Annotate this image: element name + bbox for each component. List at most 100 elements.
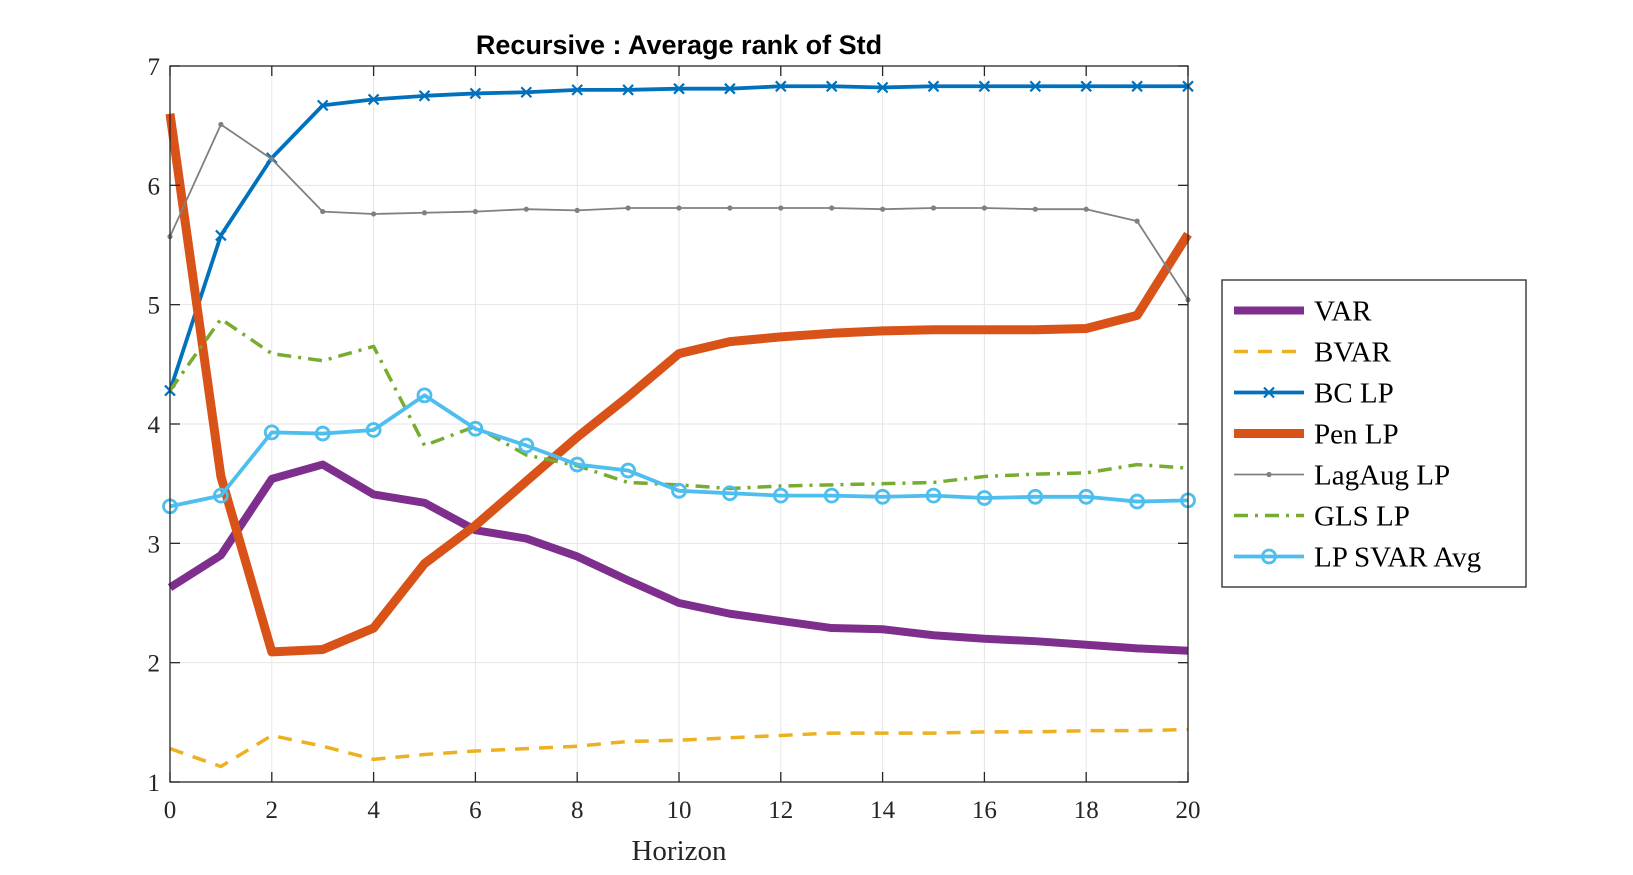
data-point-lagaug-lp — [829, 205, 835, 211]
y-tick-label: 1 — [148, 770, 161, 797]
data-point-lp-svar-avg — [1078, 488, 1095, 505]
x-tick-label: 14 — [870, 797, 896, 824]
x-marker-stroke — [876, 81, 889, 94]
legend-label-bc-lp: BC LP — [1314, 378, 1394, 410]
data-point-lp-svar-avg — [925, 487, 942, 504]
x-tick-label: 18 — [1074, 797, 1099, 824]
y-tick-label: 3 — [148, 531, 161, 558]
data-point-lp-svar-avg — [976, 490, 993, 506]
data-point-bc-lp — [520, 86, 533, 99]
x-marker-stroke — [927, 80, 940, 93]
data-point-lagaug-lp — [778, 205, 784, 211]
legend-entry-lagaug-lp: LagAug LP — [1234, 460, 1450, 492]
x-tick-label: 4 — [367, 797, 380, 824]
x-tick-label: 10 — [667, 797, 692, 824]
x-marker-stroke — [978, 80, 991, 93]
x-marker-stroke — [469, 87, 482, 100]
legend-label-bvar: BVAR — [1314, 337, 1391, 369]
grid — [169, 65, 1189, 783]
data-point-lagaug-lp — [930, 205, 937, 211]
data-point-lagaug-lp — [880, 206, 886, 212]
data-point-bc-lp — [215, 229, 227, 242]
legend-entry-gls-lp: GLS LP — [1234, 501, 1410, 533]
data-point-lp-svar-avg — [518, 437, 535, 454]
data-point-lagaug-lp — [1134, 218, 1140, 224]
data-point-bc-lp — [927, 80, 940, 93]
data-point-lagaug-lp — [371, 211, 377, 217]
series-line-pen-lp — [165, 113, 1192, 657]
data-point-bc-lp — [825, 80, 838, 93]
data-point-bc-lp — [978, 80, 991, 93]
data-point-lagaug-lp — [1083, 206, 1089, 212]
x-tick-label: 20 — [1176, 797, 1201, 824]
legend-entry-bvar: BVAR — [1234, 337, 1391, 369]
x-axis-label: Horizon — [631, 835, 727, 867]
data-point-lp-svar-avg — [365, 422, 382, 438]
x-marker-stroke — [1263, 386, 1275, 399]
x-tick-label: 6 — [469, 797, 482, 824]
data-point-bc-lp — [1029, 80, 1042, 93]
data-point-bc-lp — [876, 81, 889, 94]
x-tick-label: 16 — [972, 797, 997, 824]
legend-label-gls-lp: GLS LP — [1314, 501, 1410, 533]
x-tick-label: 2 — [266, 797, 279, 824]
y-tick-label: 6 — [148, 173, 161, 200]
data-point-lp-svar-avg — [416, 387, 433, 404]
y-tick-label: 7 — [148, 54, 161, 81]
data-point-lagaug-lp — [1032, 206, 1038, 212]
data-point-lp-svar-avg — [823, 487, 840, 504]
y-tick-label: 5 — [148, 293, 161, 320]
data-point-lp-svar-avg — [722, 485, 738, 502]
legend-marker-lagaug-lp — [1266, 471, 1272, 478]
data-point-lp-svar-avg — [772, 487, 789, 504]
series-line-var — [167, 460, 1189, 655]
legend-label-lp-svar-avg: LP SVAR Avg — [1314, 542, 1481, 574]
data-point-lp-svar-avg — [1129, 493, 1145, 510]
x-marker-stroke — [673, 82, 685, 95]
data-point-bc-lp — [1080, 80, 1092, 93]
series-lagaug-lp — [167, 121, 1191, 303]
legend-label-lagaug-lp: LagAug LP — [1314, 460, 1450, 492]
data-point-lagaug-lp — [625, 205, 631, 211]
x-marker-stroke — [1080, 80, 1092, 93]
x-marker-stroke — [418, 90, 431, 102]
series-line-lp-svar-avg — [169, 393, 1189, 509]
x-marker-stroke — [622, 84, 634, 96]
data-point-lagaug-lp — [472, 208, 478, 215]
data-point-bc-lp — [622, 84, 634, 96]
x-marker-stroke — [775, 80, 787, 93]
x-marker-stroke — [367, 93, 380, 106]
legend-label-pen-lp: Pen LP — [1314, 419, 1399, 451]
legend-entry-var: VAR — [1234, 296, 1372, 328]
x-tick-label: 0 — [164, 797, 177, 824]
data-point-lagaug-lp — [269, 156, 275, 162]
series-gls-lp — [168, 317, 1189, 491]
x-marker-stroke — [571, 84, 583, 96]
data-point-lagaug-lp — [574, 207, 580, 213]
legend-marker-bc-lp — [1263, 386, 1275, 399]
data-point-lp-svar-avg — [874, 488, 891, 505]
x-marker-stroke — [215, 229, 227, 242]
data-point-lp-svar-avg — [620, 462, 636, 479]
data-point-lagaug-lp — [421, 210, 428, 216]
legend: VAR BVAR BC LP Pen LP LagAug LP GLS LP LP SVAR… — [1221, 279, 1527, 588]
data-point-lagaug-lp — [676, 205, 682, 211]
data-point-lp-svar-avg — [671, 482, 687, 499]
x-marker-stroke — [1029, 80, 1042, 93]
data-point-lp-svar-avg — [569, 456, 586, 473]
data-point-lagaug-lp — [523, 206, 529, 212]
legend-marker-lp-svar-avg — [1261, 548, 1277, 565]
legend-entry-pen-lp: Pen LP — [1234, 419, 1399, 451]
y-tick-label: 2 — [148, 651, 161, 678]
data-point-bc-lp — [1131, 80, 1143, 93]
data-point-lp-svar-avg — [467, 420, 484, 437]
y-tick-label: 4 — [148, 412, 161, 439]
x-tick-label: 12 — [768, 797, 793, 824]
legend-entry-lp-svar-avg: LP SVAR Avg — [1234, 542, 1481, 574]
data-point-bc-lp — [367, 93, 380, 106]
data-point-lp-svar-avg — [314, 425, 331, 442]
data-point-bc-lp — [469, 87, 482, 100]
data-point-bc-lp — [418, 90, 431, 102]
x-marker-stroke — [520, 86, 533, 99]
